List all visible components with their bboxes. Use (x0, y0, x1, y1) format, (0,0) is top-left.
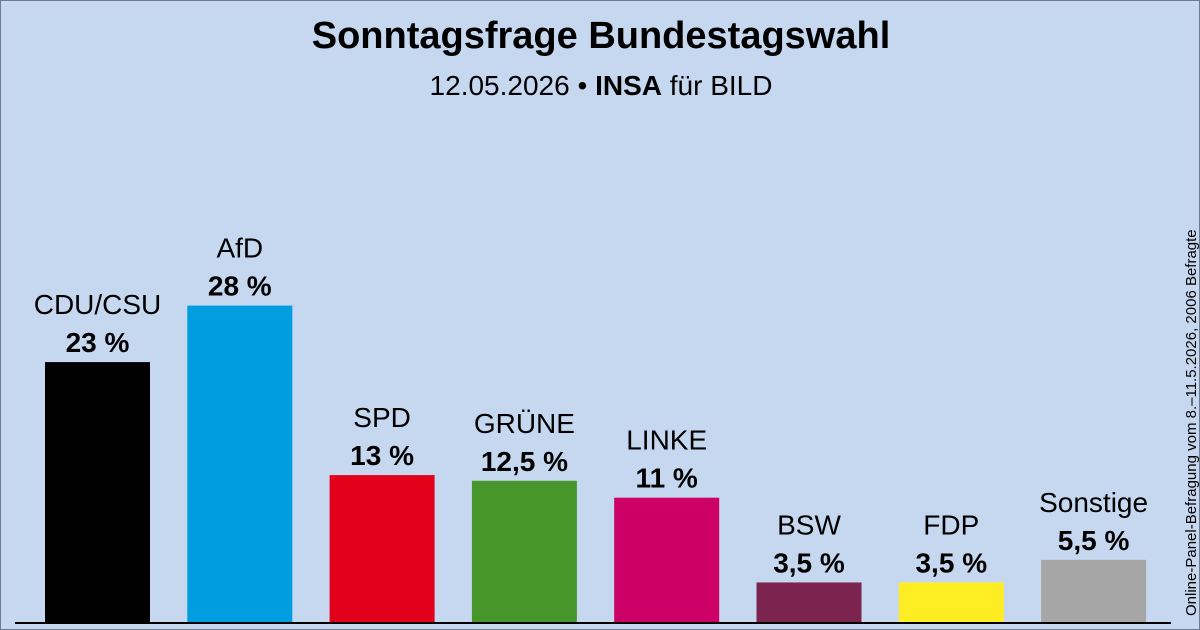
bar-value-label: 3,5 % (915, 547, 987, 578)
bar-afd (187, 305, 293, 622)
bar-value-label: 11 % (636, 463, 698, 494)
bar-category-label: FDP (923, 509, 979, 540)
bar-linke (614, 497, 720, 622)
bar-category-label: AfD (216, 233, 263, 264)
bar-category-label: GRÜNE (474, 408, 575, 439)
bar-spd (329, 475, 435, 622)
bar-value-label: 3,5 % (773, 547, 845, 578)
poll-institute: INSA (595, 70, 662, 101)
subtitle-separator: • (577, 70, 588, 101)
poll-date: 12.05.2026 (429, 70, 570, 101)
source-note: Online-Panel-Befragung vom 8.–11.5.2026,… (1183, 229, 1200, 616)
bar-value-label: 23 % (66, 327, 130, 358)
bar-value-label: 13 % (350, 440, 414, 471)
bar-value-label: 28 % (208, 271, 272, 302)
bar-category-label: SPD (353, 402, 411, 433)
bar-fdp (898, 582, 1004, 622)
bar-category-label: BSW (777, 509, 841, 540)
bar-category-label: LINKE (626, 425, 707, 456)
bar-category-label: CDU/CSU (34, 289, 162, 320)
bar-value-label: 5,5 % (1058, 525, 1130, 556)
bar-bsw (756, 582, 862, 622)
bar-category-label: Sonstige (1039, 487, 1148, 518)
bar-value-label: 12,5 % (481, 446, 568, 477)
bar-cdu-csu (45, 362, 150, 622)
poll-client: für BILD (669, 70, 773, 101)
chart-title: Sonntagsfrage Bundestagswahl (311, 15, 891, 57)
chart-subtitle: 12.05.2026 • INSA für BILD (1, 70, 1199, 102)
bar-gr-ne (471, 480, 577, 622)
bar-sonstige (1041, 559, 1147, 622)
